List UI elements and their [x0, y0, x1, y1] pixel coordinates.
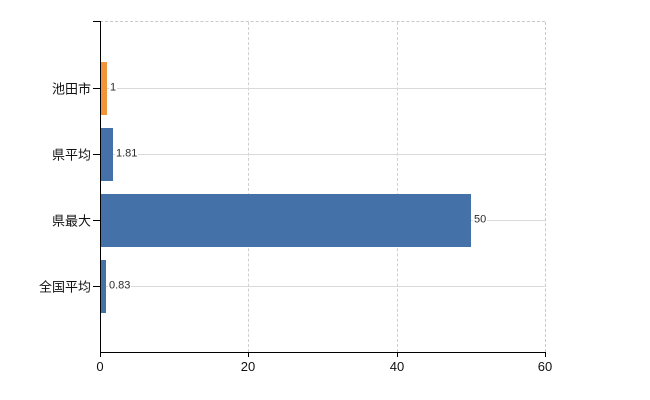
category-label: 池田市 — [51, 81, 91, 97]
category-tick-mark — [93, 220, 100, 221]
bar-2 — [101, 194, 471, 247]
bar-1 — [101, 128, 113, 181]
bar-value-label: 0.83 — [108, 279, 132, 293]
x-tick-mark — [545, 353, 546, 357]
x-tick-label: 40 — [389, 359, 405, 374]
h-gridline — [100, 88, 545, 89]
bar-0 — [101, 62, 107, 115]
category-label: 全国平均 — [38, 279, 91, 295]
bar-value-label: 1 — [109, 81, 118, 95]
category-tick-mark — [93, 88, 100, 89]
v-gridline — [248, 22, 249, 352]
plot-right-border — [545, 22, 546, 352]
plot-top-border — [100, 21, 545, 22]
v-gridline — [397, 22, 398, 352]
category-tick-mark — [93, 154, 100, 155]
bar-value-label: 50 — [473, 213, 488, 227]
bar-value-label: 1.81 — [115, 147, 139, 161]
bar-3 — [101, 260, 106, 313]
category-label: 県平均 — [51, 147, 91, 163]
axis-top-tick-mark — [93, 21, 100, 22]
x-tick-label: 20 — [240, 359, 256, 374]
x-tick-label: 60 — [537, 359, 553, 374]
category-tick-mark — [93, 286, 100, 287]
y-axis-line — [100, 21, 101, 352]
h-gridline — [100, 154, 545, 155]
category-label: 県最大 — [51, 213, 91, 229]
x-axis-line — [100, 352, 546, 353]
x-tick-label: 0 — [96, 359, 104, 374]
x-tick-mark — [248, 353, 249, 357]
x-tick-mark — [100, 353, 101, 357]
h-gridline — [100, 286, 545, 287]
x-tick-mark — [397, 353, 398, 357]
